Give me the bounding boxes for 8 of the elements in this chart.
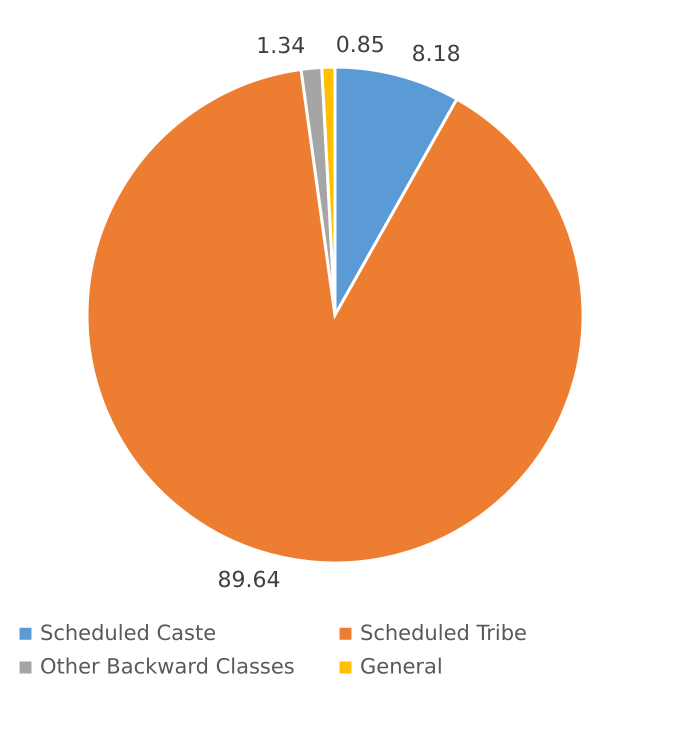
data-label: 1.34 [256, 34, 306, 60]
legend-label: General [360, 654, 443, 678]
legend-label: Other Backward Classes [40, 654, 295, 678]
legend-label: Scheduled Caste [40, 620, 216, 645]
legend-label: Scheduled Tribe [360, 620, 527, 645]
data-label: 8.18 [412, 42, 461, 67]
data-label: 0.85 [336, 33, 385, 58]
data-label: 89.64 [218, 568, 280, 594]
